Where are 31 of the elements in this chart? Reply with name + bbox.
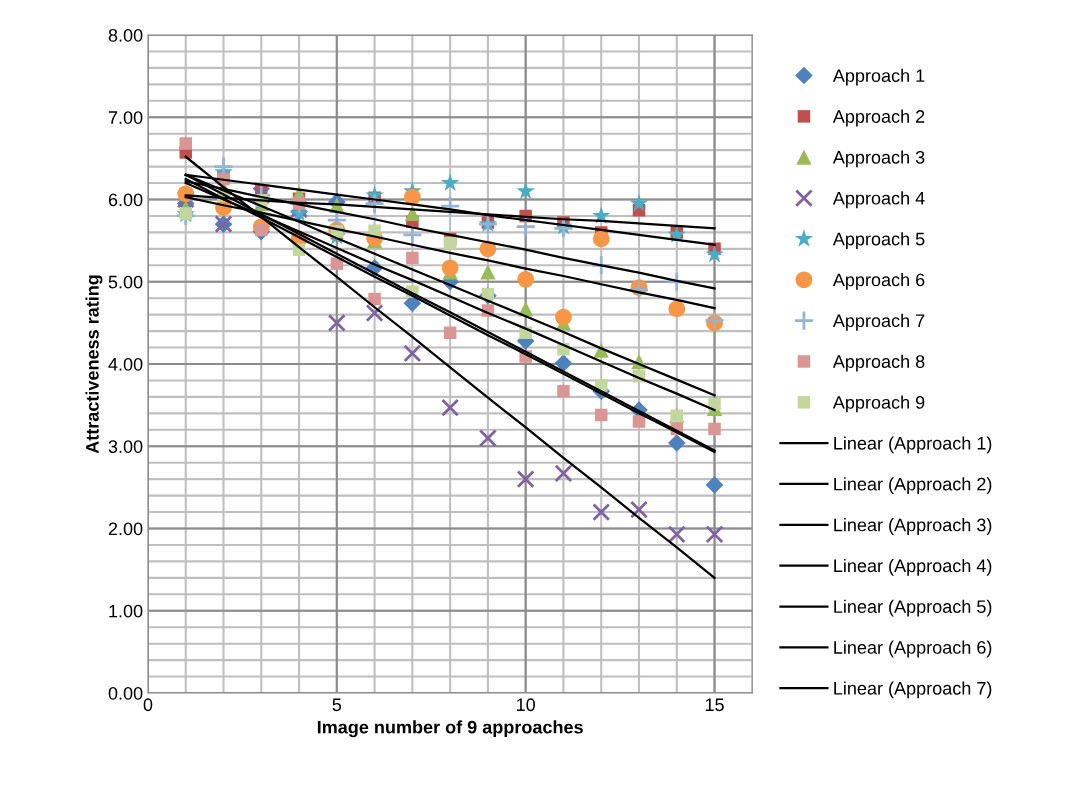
legend-label: Linear (Approach 2) xyxy=(834,477,992,495)
legend-label: Approach 9 xyxy=(832,395,925,413)
legend-label: Linear (Approach 6) xyxy=(834,640,992,658)
x-tick-label: 15 xyxy=(705,698,724,712)
x-tick-label: 10 xyxy=(517,698,536,712)
legend-label: Linear (Approach 4) xyxy=(834,558,992,576)
y-tick-label: 7.00 xyxy=(108,111,143,124)
y-tick-label: 0.00 xyxy=(108,686,143,700)
legend-label: Linear (Approach 3) xyxy=(834,518,992,535)
y-tick-label: 3.00 xyxy=(108,440,143,453)
legend-label: Linear (Approach 1) xyxy=(834,436,992,454)
legend-label: Linear (Approach 5) xyxy=(834,599,992,617)
legend-label: Approach 6 xyxy=(832,273,925,290)
x-axis-title: Image number of 9 approaches xyxy=(317,720,583,738)
legend-label: Approach 3 xyxy=(832,150,925,168)
x-tick-label: 0 xyxy=(143,698,153,712)
y-tick-label: 2.00 xyxy=(108,522,143,536)
legend-label: Approach 4 xyxy=(832,191,925,209)
legend-label: Approach 7 xyxy=(832,313,925,331)
y-tick-label: 1.00 xyxy=(109,604,143,618)
legend-label: Approach 5 xyxy=(832,232,925,249)
legend-label: Approach 2 xyxy=(832,109,925,127)
y-tick-label: 5.00 xyxy=(108,275,143,289)
legend-label: Approach 8 xyxy=(832,354,925,372)
y-tick-label: 6.00 xyxy=(108,193,143,207)
legend-label: Linear (Approach 7) xyxy=(834,681,992,699)
y-tick-label: 4.00 xyxy=(108,357,143,371)
x-tick-label: 5 xyxy=(332,698,342,712)
y-tick-label: 8.00 xyxy=(108,28,143,42)
legend-label: Approach 1 xyxy=(832,68,925,86)
y-axis-title: Attractiveness rating xyxy=(85,275,103,454)
